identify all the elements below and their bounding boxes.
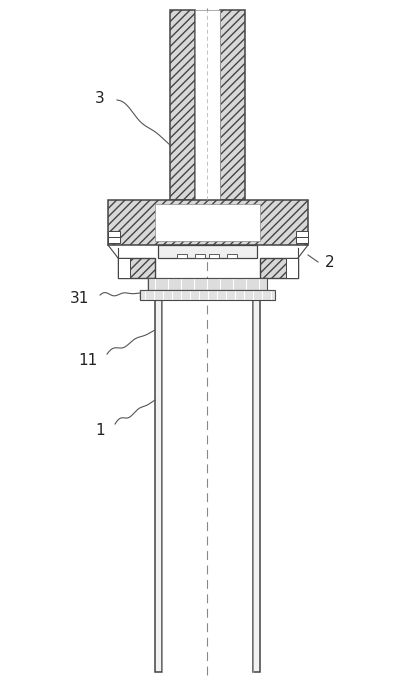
Bar <box>252 290 259 672</box>
Bar <box>177 254 187 258</box>
Bar <box>158 245 256 258</box>
Bar <box>295 231 307 237</box>
Bar <box>195 10 219 200</box>
Bar <box>108 231 120 237</box>
Bar <box>154 204 259 241</box>
Bar <box>226 254 236 258</box>
Bar <box>285 258 297 278</box>
Text: 3: 3 <box>95 91 104 106</box>
Bar <box>118 258 154 278</box>
Bar <box>154 290 161 672</box>
Bar <box>170 10 195 200</box>
Bar <box>219 10 244 200</box>
Text: 2: 2 <box>324 254 334 269</box>
Bar <box>140 290 274 300</box>
Bar <box>108 237 120 243</box>
Bar <box>108 200 307 245</box>
Bar <box>118 258 130 278</box>
Bar <box>259 258 297 278</box>
Bar <box>295 237 307 243</box>
Bar <box>147 278 266 290</box>
Bar <box>195 254 204 258</box>
Text: 1: 1 <box>95 423 104 438</box>
Bar <box>209 254 218 258</box>
Text: 11: 11 <box>78 352 97 368</box>
Text: 31: 31 <box>70 291 90 306</box>
